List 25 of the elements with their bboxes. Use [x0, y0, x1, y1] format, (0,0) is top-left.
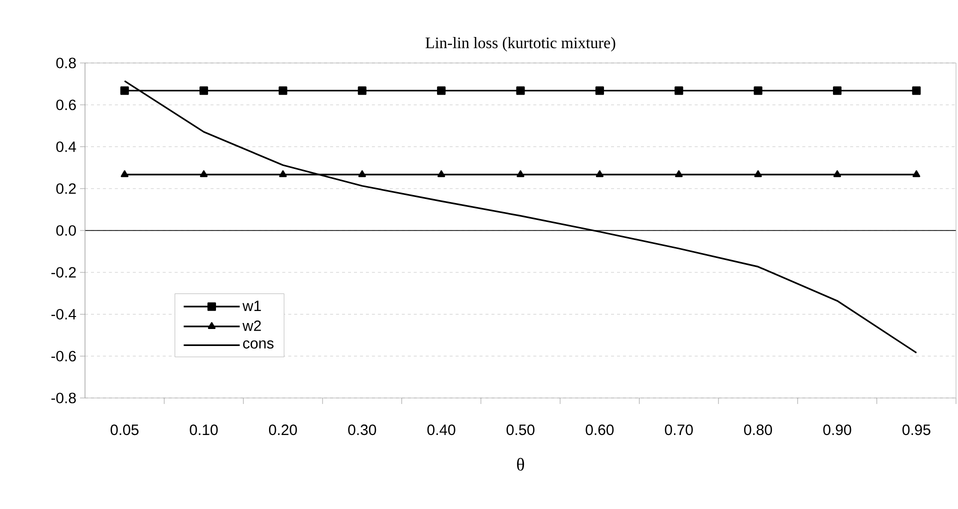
x-tick-label: 0.90 — [823, 424, 852, 436]
x-tick-label: 0.60 — [586, 424, 614, 436]
x-tick-label: 0.50 — [506, 424, 534, 436]
legend-label: w2 — [242, 320, 261, 331]
legend-label: cons — [243, 340, 274, 349]
x-axis-title: θ — [517, 458, 524, 471]
legend-label: w1 — [242, 300, 261, 311]
y-tick-label: -0.8 — [51, 392, 76, 404]
x-tick-label: 0.30 — [348, 424, 376, 436]
y-tick-label: 0.0 — [56, 225, 76, 236]
x-tick-label: 0.10 — [190, 424, 218, 436]
chart-title: Lin-lin loss (kurtotic mixture) — [426, 37, 616, 52]
x-tick-label: 0.40 — [427, 424, 456, 436]
y-tick-label: -0.4 — [51, 308, 76, 320]
x-tick-label: 0.80 — [744, 424, 772, 436]
y-tick-label: 0.2 — [56, 183, 76, 194]
x-tick-label: 0.95 — [902, 424, 930, 436]
y-tick-label: -0.2 — [51, 267, 76, 278]
y-tick-label: 0.4 — [56, 141, 76, 152]
x-tick-label: 0.05 — [110, 424, 139, 436]
x-tick-label: 0.20 — [269, 424, 297, 436]
y-tick-label: 0.8 — [56, 58, 76, 68]
y-tick-label: -0.6 — [51, 350, 76, 362]
y-tick-label: 0.6 — [56, 100, 76, 110]
x-tick-label: 0.70 — [664, 424, 693, 436]
